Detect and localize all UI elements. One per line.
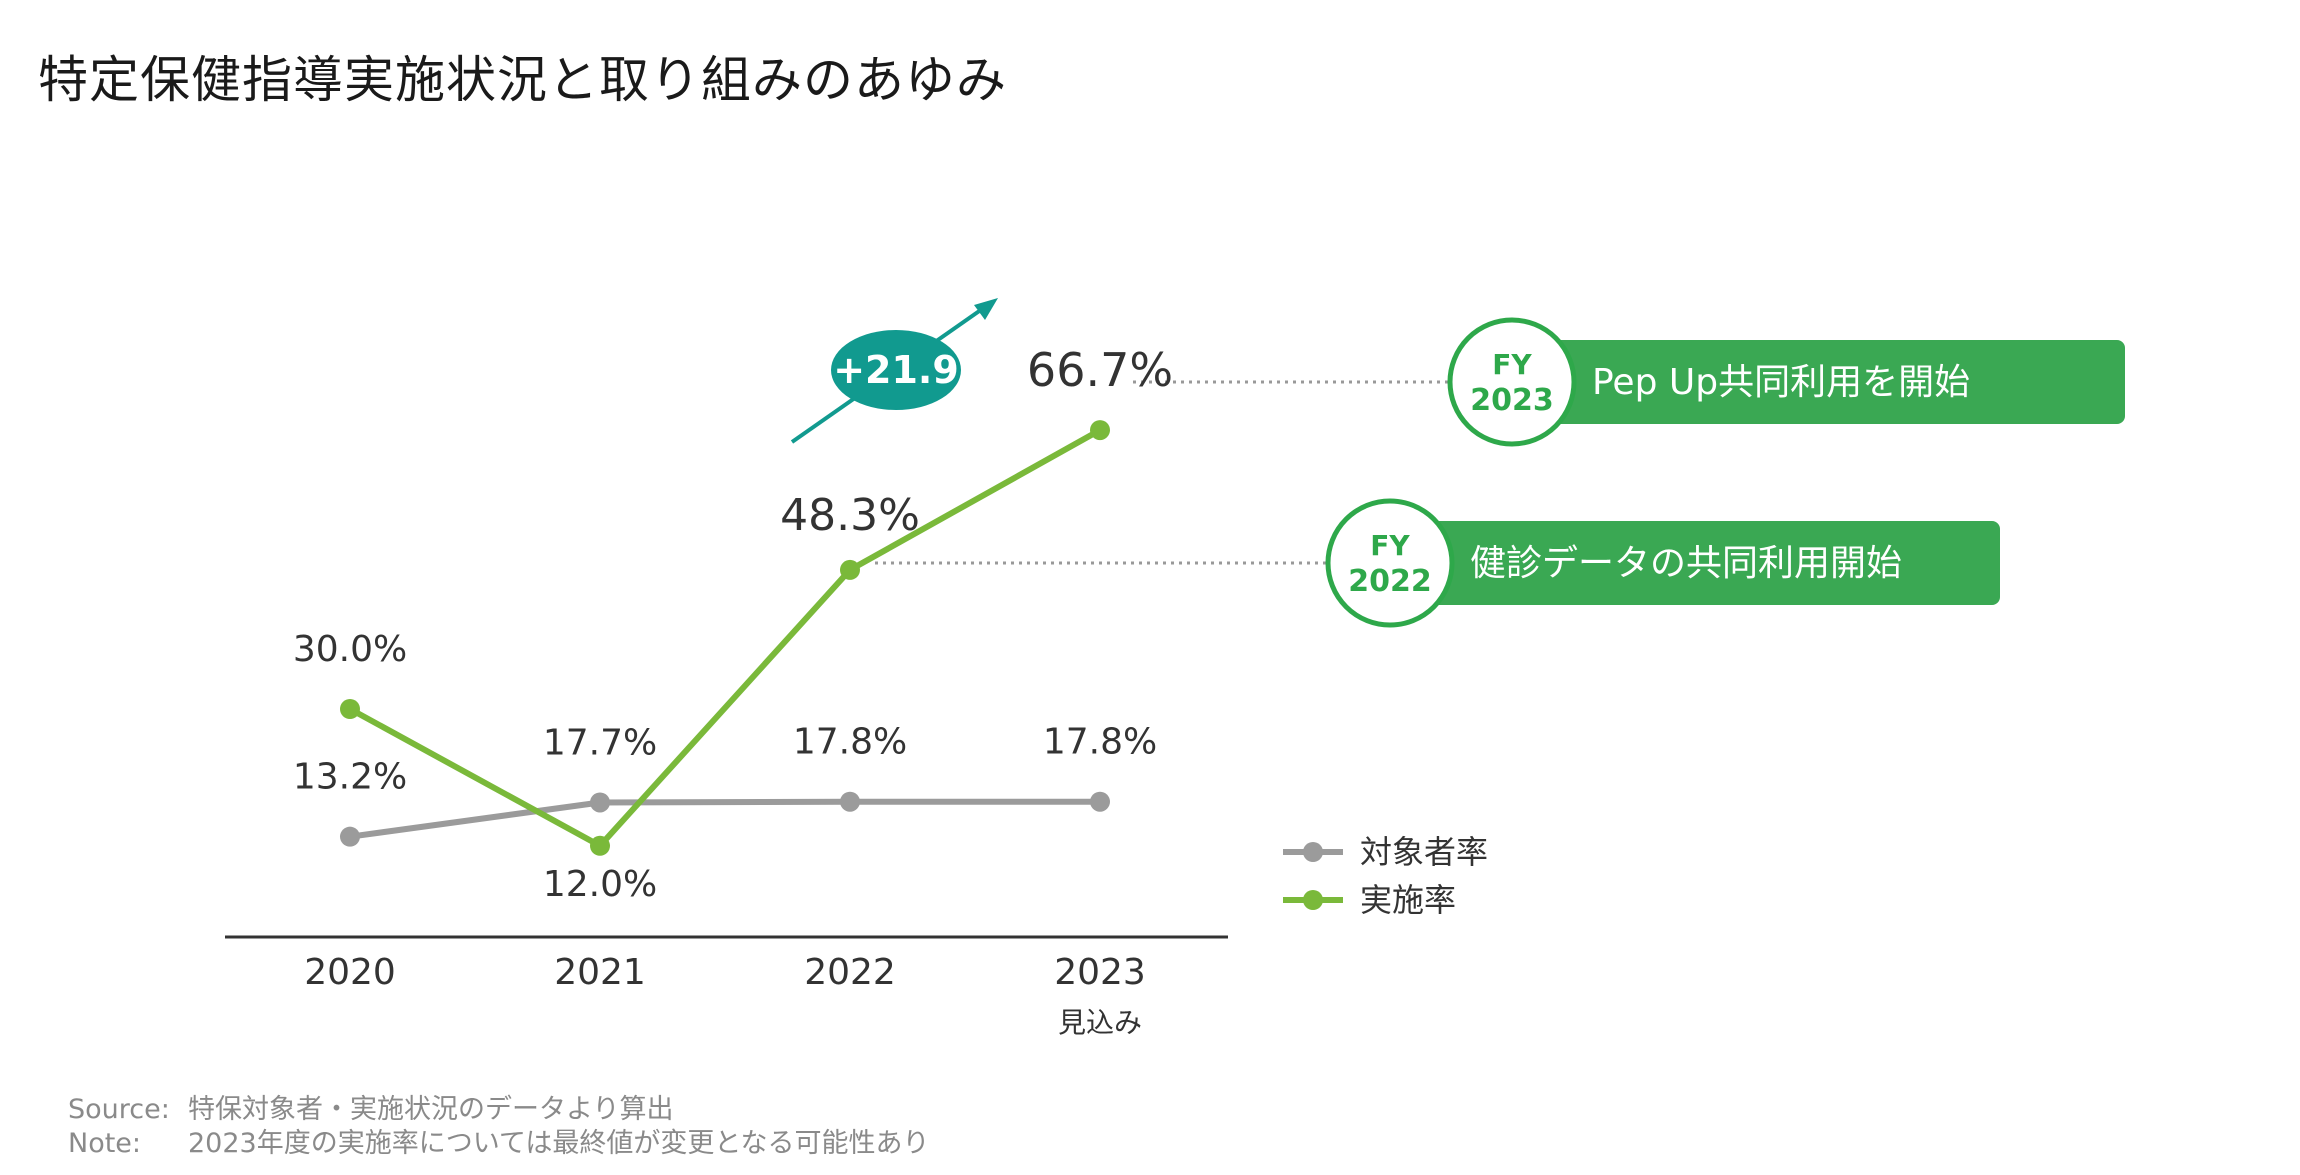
legend-label-target-rate: 対象者率 [1360, 833, 1488, 871]
series-line-implementation-rate [348, 427, 1102, 849]
line-chart: 2020 2021 2022 2023 見込み 13.2% 17.7% 17.8% 17.8% 3… [225, 298, 2125, 1039]
source-label: Source: [68, 1094, 170, 1125]
x-tick-label-2020: 2020 [304, 952, 396, 993]
milestone-fy-2023: FY [1492, 348, 1532, 381]
data-point-target-rate-2022 [840, 791, 860, 812]
milestone-banner-2023 [1517, 340, 2125, 424]
data-label-target-rate-2022: 17.8% [793, 722, 907, 763]
change-badge-text: +21.9 [833, 348, 959, 392]
source-text: 特保対象者・実施状況のデータより算出 [188, 1094, 674, 1125]
x-tick-sublabel-2023: 見込み [1058, 1006, 1142, 1039]
data-point-implementation-rate-2020 [340, 699, 360, 719]
data-label-implementation-rate-2023: 66.7% [1027, 343, 1173, 397]
milestone-year-2022: 2022 [1348, 564, 1432, 599]
data-point-target-rate-2020 [340, 826, 360, 847]
page-title: 特定保健指導実施状況と取り組みのあゆみ [38, 51, 1007, 109]
data-label-target-rate-2021: 17.7% [543, 722, 657, 763]
note-label: Note: [68, 1128, 142, 1159]
change-badge [831, 330, 961, 410]
legend-label-implementation-rate: 実施率 [1360, 881, 1456, 919]
milestone-circle-2022 [1325, 498, 1455, 628]
data-point-target-rate-2021 [590, 792, 610, 813]
data-point-implementation-rate-2022 [840, 559, 860, 580]
legend-marker-implementation-rate [1303, 890, 1323, 910]
milestone-text-2022: 健診データの共同利用開始 [1470, 543, 1902, 584]
footer: Source: 特保対象者・実施状況のデータより算出 Note: 2023年度の… [68, 1093, 930, 1161]
data-label-implementation-rate-2021: 12.0% [543, 864, 657, 905]
milestone-text-2023: Pep Up共同利用を開始 [1592, 362, 1970, 403]
data-label-target-rate-2023: 17.8% [1043, 722, 1157, 763]
trend-arrow-head [974, 298, 998, 320]
legend-marker-target-rate [1303, 842, 1323, 862]
milestone-circle-2023 [1447, 317, 1577, 447]
series-line-target-rate [349, 798, 1100, 840]
data-label-target-rate-2020: 13.2% [293, 757, 407, 798]
milestone-year-2023: 2023 [1470, 383, 1554, 418]
milestone-fy-2022: FY [1370, 529, 1410, 562]
data-point-target-rate-2023 [1090, 791, 1110, 812]
source-row: Source: 特保対象者・実施状況のデータより算出 [68, 1093, 930, 1127]
data-point-implementation-rate-2021 [590, 835, 610, 856]
milestone-banner-2022 [1395, 521, 2000, 605]
note-row: Note: 2023年度の実施率については最終値が変更となる可能性あり [68, 1127, 930, 1161]
x-tick-label-2021: 2021 [554, 952, 646, 993]
x-tick-label-2022: 2022 [804, 952, 896, 993]
data-label-implementation-rate-2020: 30.0% [293, 629, 407, 670]
note-text: 2023年度の実施率については最終値が変更となる可能性あり [188, 1128, 930, 1159]
data-label-implementation-rate-2022: 48.3% [780, 490, 920, 541]
data-point-implementation-rate-2023 [1090, 420, 1110, 441]
x-tick-label-2023: 2023 [1054, 952, 1146, 993]
